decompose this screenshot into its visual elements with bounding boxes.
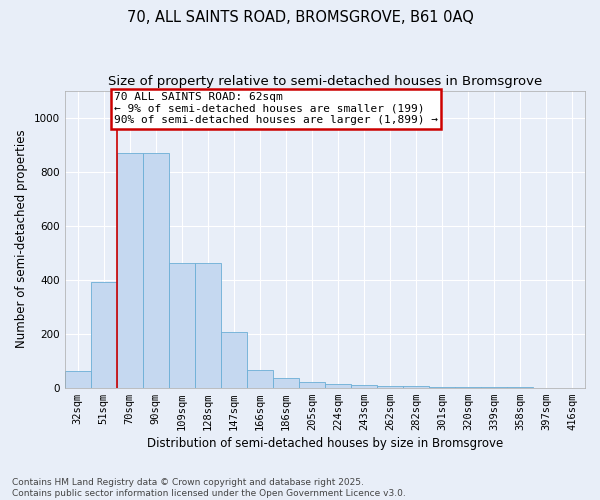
- Bar: [429, 387, 455, 388]
- Bar: [221, 332, 247, 388]
- Bar: [299, 382, 325, 388]
- Text: 70 ALL SAINTS ROAD: 62sqm
← 9% of semi-detached houses are smaller (199)
90% of : 70 ALL SAINTS ROAD: 62sqm ← 9% of semi-d…: [114, 92, 438, 125]
- Text: 70, ALL SAINTS ROAD, BROMSGROVE, B61 0AQ: 70, ALL SAINTS ROAD, BROMSGROVE, B61 0AQ: [127, 10, 473, 25]
- Y-axis label: Number of semi-detached properties: Number of semi-detached properties: [15, 130, 28, 348]
- Bar: [116, 152, 143, 388]
- Bar: [247, 370, 273, 388]
- Bar: [455, 387, 481, 388]
- Bar: [377, 386, 403, 388]
- Bar: [91, 282, 116, 388]
- Bar: [194, 264, 221, 388]
- Title: Size of property relative to semi-detached houses in Bromsgrove: Size of property relative to semi-detach…: [107, 75, 542, 88]
- Bar: [273, 378, 299, 388]
- Bar: [65, 372, 91, 388]
- Text: Contains HM Land Registry data © Crown copyright and database right 2025.
Contai: Contains HM Land Registry data © Crown c…: [12, 478, 406, 498]
- X-axis label: Distribution of semi-detached houses by size in Bromsgrove: Distribution of semi-detached houses by …: [146, 437, 503, 450]
- Bar: [325, 384, 351, 388]
- Bar: [403, 386, 429, 388]
- Bar: [169, 264, 194, 388]
- Bar: [143, 152, 169, 388]
- Bar: [351, 385, 377, 388]
